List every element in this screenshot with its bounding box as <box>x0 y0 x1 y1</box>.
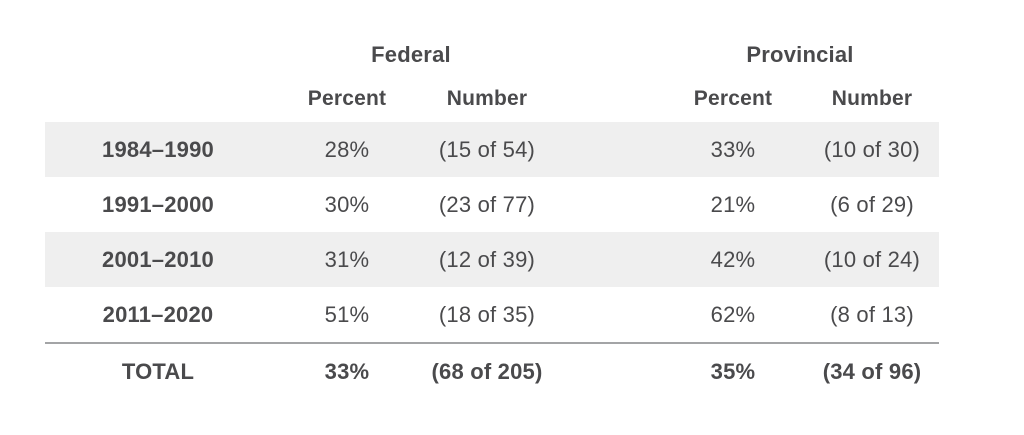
provincial-number-cell: (10 of 30) <box>823 136 921 162</box>
federal-number-cell: (12 of 39) <box>438 246 536 272</box>
table-row: 2011–2020 51% (18 of 35) 62% (8 of 13) <box>45 287 939 342</box>
period-cell: 2001–2010 <box>102 246 214 272</box>
group-header-row: Federal Provincial <box>45 34 939 76</box>
period-cell: 1991–2000 <box>102 191 214 217</box>
column-header-federal-number: Number <box>446 87 528 110</box>
table-row: 2001–2010 31% (12 of 39) 42% (10 of 24) <box>45 232 939 287</box>
provincial-percent-cell: 42% <box>710 246 756 272</box>
provincial-percent-cell: 21% <box>710 191 756 217</box>
federal-number-cell: (15 of 54) <box>438 136 536 162</box>
provincial-number-cell: (10 of 24) <box>823 246 921 272</box>
total-federal-number-cell: (68 of 205) <box>431 359 543 384</box>
total-provincial-percent-cell: 35% <box>710 359 756 384</box>
federal-number-cell: (18 of 35) <box>438 301 536 327</box>
column-header-provincial-percent: Percent <box>693 87 773 110</box>
federal-percent-cell: 28% <box>324 136 370 162</box>
period-cell: 1984–1990 <box>102 136 214 162</box>
total-federal-percent-cell: 33% <box>324 359 370 384</box>
column-header-federal-percent: Percent <box>307 87 387 110</box>
table-row: 1991–2000 30% (23 of 77) 21% (6 of 29) <box>45 177 939 232</box>
total-label-cell: TOTAL <box>121 359 195 384</box>
provincial-number-cell: (8 of 13) <box>830 301 914 327</box>
federal-percent-cell: 51% <box>324 301 370 327</box>
provincial-percent-cell: 62% <box>710 301 756 327</box>
column-header-row: Percent Number Percent Number <box>45 76 939 122</box>
total-separator-rule <box>45 342 939 344</box>
total-provincial-number-cell: (34 of 96) <box>822 359 922 384</box>
table-row: 1984–1990 28% (15 of 54) 33% (10 of 30) <box>45 122 939 177</box>
federal-provincial-comparison-table: Federal Provincial Percent Number Percen… <box>45 34 939 400</box>
provincial-number-cell: (6 of 29) <box>830 191 914 217</box>
group-header-provincial: Provincial <box>746 42 854 67</box>
federal-percent-cell: 31% <box>324 246 370 272</box>
group-header-federal: Federal <box>371 42 451 67</box>
column-header-provincial-number: Number <box>831 87 913 110</box>
period-cell: 2011–2020 <box>102 301 214 327</box>
provincial-percent-cell: 33% <box>710 136 756 162</box>
federal-percent-cell: 30% <box>324 191 370 217</box>
total-row: TOTAL 33% (68 of 205) 35% (34 of 96) <box>45 344 939 400</box>
federal-number-cell: (23 of 77) <box>438 191 536 217</box>
